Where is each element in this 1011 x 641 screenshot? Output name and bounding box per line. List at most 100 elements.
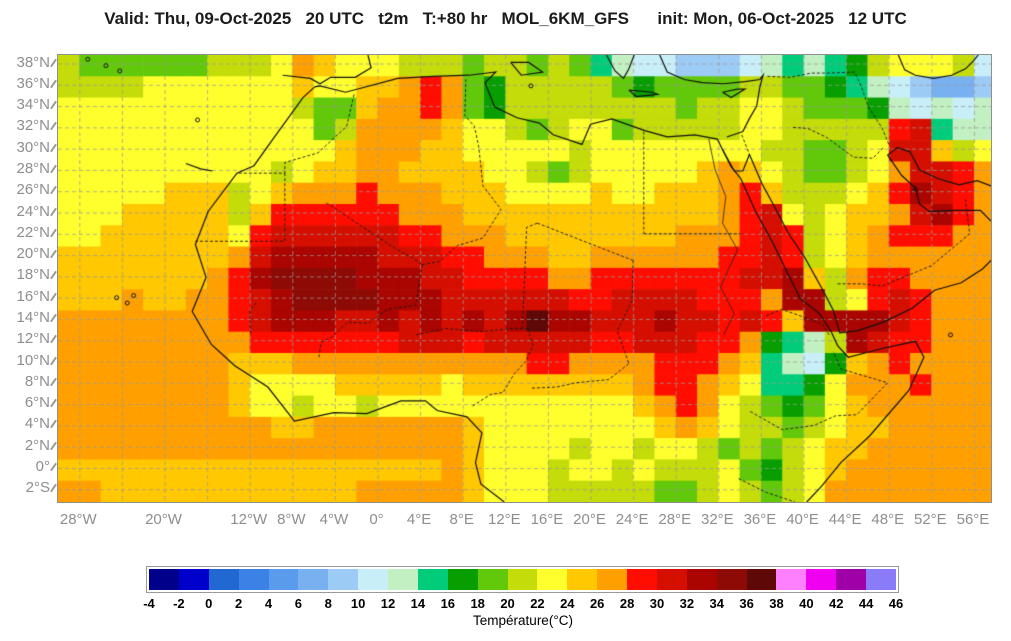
colorbar-tick-value: -4	[143, 596, 155, 611]
y-axis-tick	[50, 441, 57, 450]
colorbar-cell	[268, 569, 299, 590]
y-axis-tick	[50, 420, 57, 429]
colorbar-cell	[716, 569, 747, 590]
x-axis-label: 20°E	[573, 511, 606, 528]
x-axis-label: 8°E	[449, 511, 474, 528]
y-axis-tick	[50, 483, 57, 493]
colorbar-cell	[686, 569, 717, 590]
colorbar-tick-value: 34	[709, 596, 724, 611]
colorbar-tick-value: 22	[530, 596, 545, 611]
colorbar-cell	[746, 569, 777, 590]
y-axis-tick	[50, 398, 57, 408]
y-axis-label: 12°N	[16, 330, 50, 348]
y-axis-label: 10°N	[16, 351, 50, 369]
colorbar-tick-value: 8	[324, 596, 332, 611]
colorbar-cell	[358, 569, 388, 590]
colorbar-tick-value: 0	[205, 596, 213, 611]
y-axis-label: 0°	[35, 457, 50, 475]
colorbar-tick-value: 32	[679, 596, 695, 611]
y-axis-tick	[50, 79, 57, 89]
colorbar-cell	[866, 569, 896, 590]
y-axis-tick	[50, 185, 57, 195]
x-axis-label: 4°E	[406, 511, 432, 528]
y-axis-tick	[50, 271, 57, 280]
colorbar-cell	[477, 569, 508, 590]
colorbar-cell	[447, 569, 478, 590]
colorbar-tick-value: 28	[619, 596, 635, 611]
y-axis-label: 2°N	[24, 436, 50, 454]
y-axis-tick	[50, 334, 57, 344]
x-axis-label: 40°E	[786, 511, 819, 528]
colorbar-tick-value: 6	[294, 596, 303, 611]
colorbar-tick-value: -2	[173, 596, 185, 611]
x-axis-label: 8°W	[277, 511, 306, 528]
colorbar-cells	[149, 569, 896, 590]
temperature-map-canvas	[58, 55, 991, 502]
y-axis-label: 34°N	[16, 96, 50, 114]
x-axis-label: 52°E	[913, 511, 947, 528]
colorbar-cell	[776, 569, 807, 590]
y-axis-tick	[50, 462, 57, 472]
y-axis-label: 26°N	[16, 181, 50, 199]
colorbar-cell	[836, 569, 866, 590]
x-axis-label: 28°W	[59, 511, 97, 528]
colorbar-tick-value: 36	[739, 596, 754, 611]
map-plot-area	[57, 54, 992, 503]
colorbar-tick-value: 40	[799, 596, 814, 611]
y-axis-label: 22°N	[16, 223, 50, 241]
y-axis-tick	[50, 249, 57, 259]
x-axis-label: 48°E	[871, 511, 905, 528]
y-axis-tick	[50, 356, 57, 365]
y-axis-tick	[50, 100, 57, 110]
x-axis-label: 56°E	[956, 511, 990, 528]
y-axis-label: 18°N	[16, 266, 50, 284]
y-axis-tick	[50, 377, 57, 387]
y-axis-label: 14°N	[16, 308, 50, 326]
y-axis-tick	[50, 143, 57, 152]
y-axis-tick	[50, 122, 57, 131]
y-axis-label: 24°N	[16, 202, 50, 220]
y-axis-tick	[50, 292, 57, 301]
colorbar-cell	[597, 569, 627, 590]
y-axis-label: 8°N	[24, 372, 50, 390]
colorbar-tick-value: 44	[858, 596, 874, 611]
x-axis-label: 4°W	[319, 511, 349, 528]
y-axis-label: 32°N	[16, 117, 50, 135]
y-axis-label: 4°N	[24, 415, 50, 433]
x-axis-label: 12°E	[487, 511, 521, 528]
y-axis-tick	[50, 228, 57, 238]
colorbar-tick-value: 30	[649, 596, 665, 611]
y-axis-tick	[50, 313, 57, 323]
colorbar-tick-value: 4	[264, 596, 273, 611]
x-axis-label: 32°E	[700, 511, 734, 528]
y-axis-label: 28°N	[16, 159, 50, 177]
colorbar-cell	[627, 569, 657, 590]
colorbar-cell	[567, 569, 598, 590]
x-axis-label: 16°E	[530, 511, 564, 528]
y-axis-label: 2°S	[25, 479, 50, 497]
colorbar-cell	[149, 569, 179, 590]
x-axis-label: 24°E	[615, 511, 649, 528]
x-axis-label: 0°	[369, 511, 384, 528]
colorbar-cell	[537, 569, 568, 590]
colorbar-tick-value: 42	[829, 596, 844, 611]
colorbar-cell	[328, 569, 359, 590]
colorbar-tick-value: 10	[350, 596, 366, 611]
colorbar-tick-value: 46	[888, 596, 904, 611]
colorbar-cell	[806, 569, 837, 590]
colorbar-tick-value: 24	[560, 596, 575, 611]
y-axis-label: 38°N	[16, 53, 50, 71]
colorbar-cell	[298, 569, 329, 590]
x-axis-label: 12°W	[230, 511, 268, 528]
colorbar-tick-value: 38	[769, 596, 784, 611]
colorbar-cell	[178, 569, 209, 590]
y-axis-tick	[50, 58, 57, 67]
y-axis-label: 20°N	[16, 245, 50, 263]
y-axis-tick	[50, 207, 57, 216]
x-axis-label: 28°E	[658, 511, 692, 528]
page-title: Valid: Thu, 09-Oct-2025 20 UTC t2m T:+80…	[104, 9, 907, 28]
y-axis-tick	[50, 164, 57, 174]
colorbar-tick-value: 14	[410, 596, 426, 611]
y-axis-label: 16°N	[16, 287, 50, 305]
